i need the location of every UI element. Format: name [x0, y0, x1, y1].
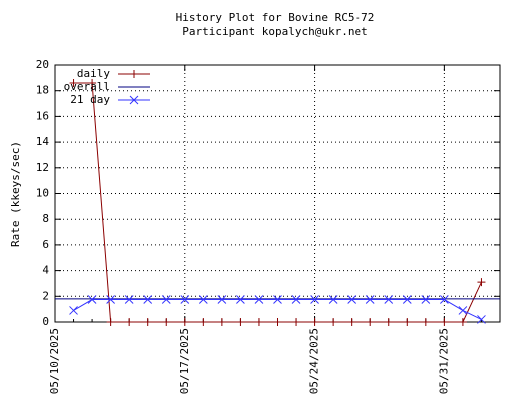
plus-marker — [440, 318, 449, 326]
x-tick-label: 05/17/2025 — [178, 328, 191, 394]
x-tick-label: 05/31/2025 — [437, 328, 450, 394]
y-tick-label: 0 — [42, 315, 49, 328]
cross-marker — [273, 295, 282, 304]
cross-marker — [365, 295, 375, 304]
plus-marker — [69, 78, 78, 87]
plus-marker — [180, 318, 189, 326]
plus-marker — [366, 318, 375, 326]
y-tick-label: 12 — [36, 161, 49, 174]
y-tick-label: 16 — [36, 109, 49, 122]
cross-marker — [440, 295, 449, 304]
y-tick-label: 4 — [42, 264, 49, 277]
legend-label: daily — [77, 67, 110, 80]
cross-marker — [310, 295, 319, 304]
plus-marker — [217, 318, 226, 326]
plus-marker — [421, 318, 430, 326]
plus-marker — [458, 318, 467, 326]
plus-marker — [477, 278, 486, 287]
cross-marker — [291, 295, 301, 304]
cross-marker — [236, 295, 245, 304]
cross-marker — [458, 306, 468, 315]
cross-marker — [180, 295, 190, 304]
plus-marker — [106, 318, 115, 326]
cross-marker — [402, 295, 412, 304]
cross-marker — [129, 95, 139, 105]
plus-marker — [329, 318, 338, 326]
x-tick-label: 05/10/2025 — [48, 328, 61, 394]
series-line — [73, 82, 482, 323]
cross-marker — [143, 295, 153, 304]
y-tick-label: 18 — [36, 84, 49, 97]
y-tick-label: 10 — [36, 187, 49, 200]
plus-marker — [347, 318, 356, 326]
cross-marker — [328, 295, 338, 304]
plus-marker — [125, 318, 134, 326]
cross-marker — [421, 295, 431, 304]
plus-marker — [273, 318, 282, 326]
chart-subtitle: Participant kopalych@ukr.net — [182, 25, 367, 38]
cross-marker — [477, 315, 486, 324]
y-tick-label: 8 — [42, 212, 49, 225]
cross-marker — [198, 295, 208, 304]
y-tick-label: 20 — [36, 58, 49, 71]
y-tick-label: 6 — [42, 238, 49, 251]
y-tick-label: 2 — [42, 289, 49, 302]
cross-marker — [124, 295, 134, 304]
y-axis-label: Rate (kkeys/sec) — [9, 141, 22, 247]
plus-marker — [254, 318, 263, 326]
cross-marker — [254, 295, 264, 304]
plus-marker — [88, 78, 97, 87]
cross-marker — [384, 295, 394, 304]
plus-marker — [403, 318, 412, 326]
series-line — [73, 299, 482, 320]
y-tick-label: 14 — [36, 135, 50, 148]
plus-marker — [236, 318, 245, 326]
legend-label: 21 day — [70, 93, 110, 106]
plot-border — [54, 64, 501, 323]
cross-marker — [161, 295, 171, 304]
chart-title: History Plot for Bovine RC5-72 — [176, 11, 375, 24]
cross-marker — [217, 295, 227, 304]
plus-marker — [130, 70, 138, 78]
plus-marker — [143, 318, 152, 326]
x-tick-label: 05/24/2025 — [308, 328, 321, 394]
plus-marker — [384, 318, 393, 326]
cross-marker — [347, 295, 357, 304]
cross-marker — [69, 306, 78, 315]
plus-marker — [292, 318, 301, 326]
cross-marker — [106, 295, 115, 304]
legend-label: overall — [64, 80, 110, 93]
plus-marker — [310, 318, 319, 326]
plus-marker — [162, 318, 171, 326]
plus-marker — [199, 318, 208, 326]
cross-marker — [87, 295, 97, 304]
